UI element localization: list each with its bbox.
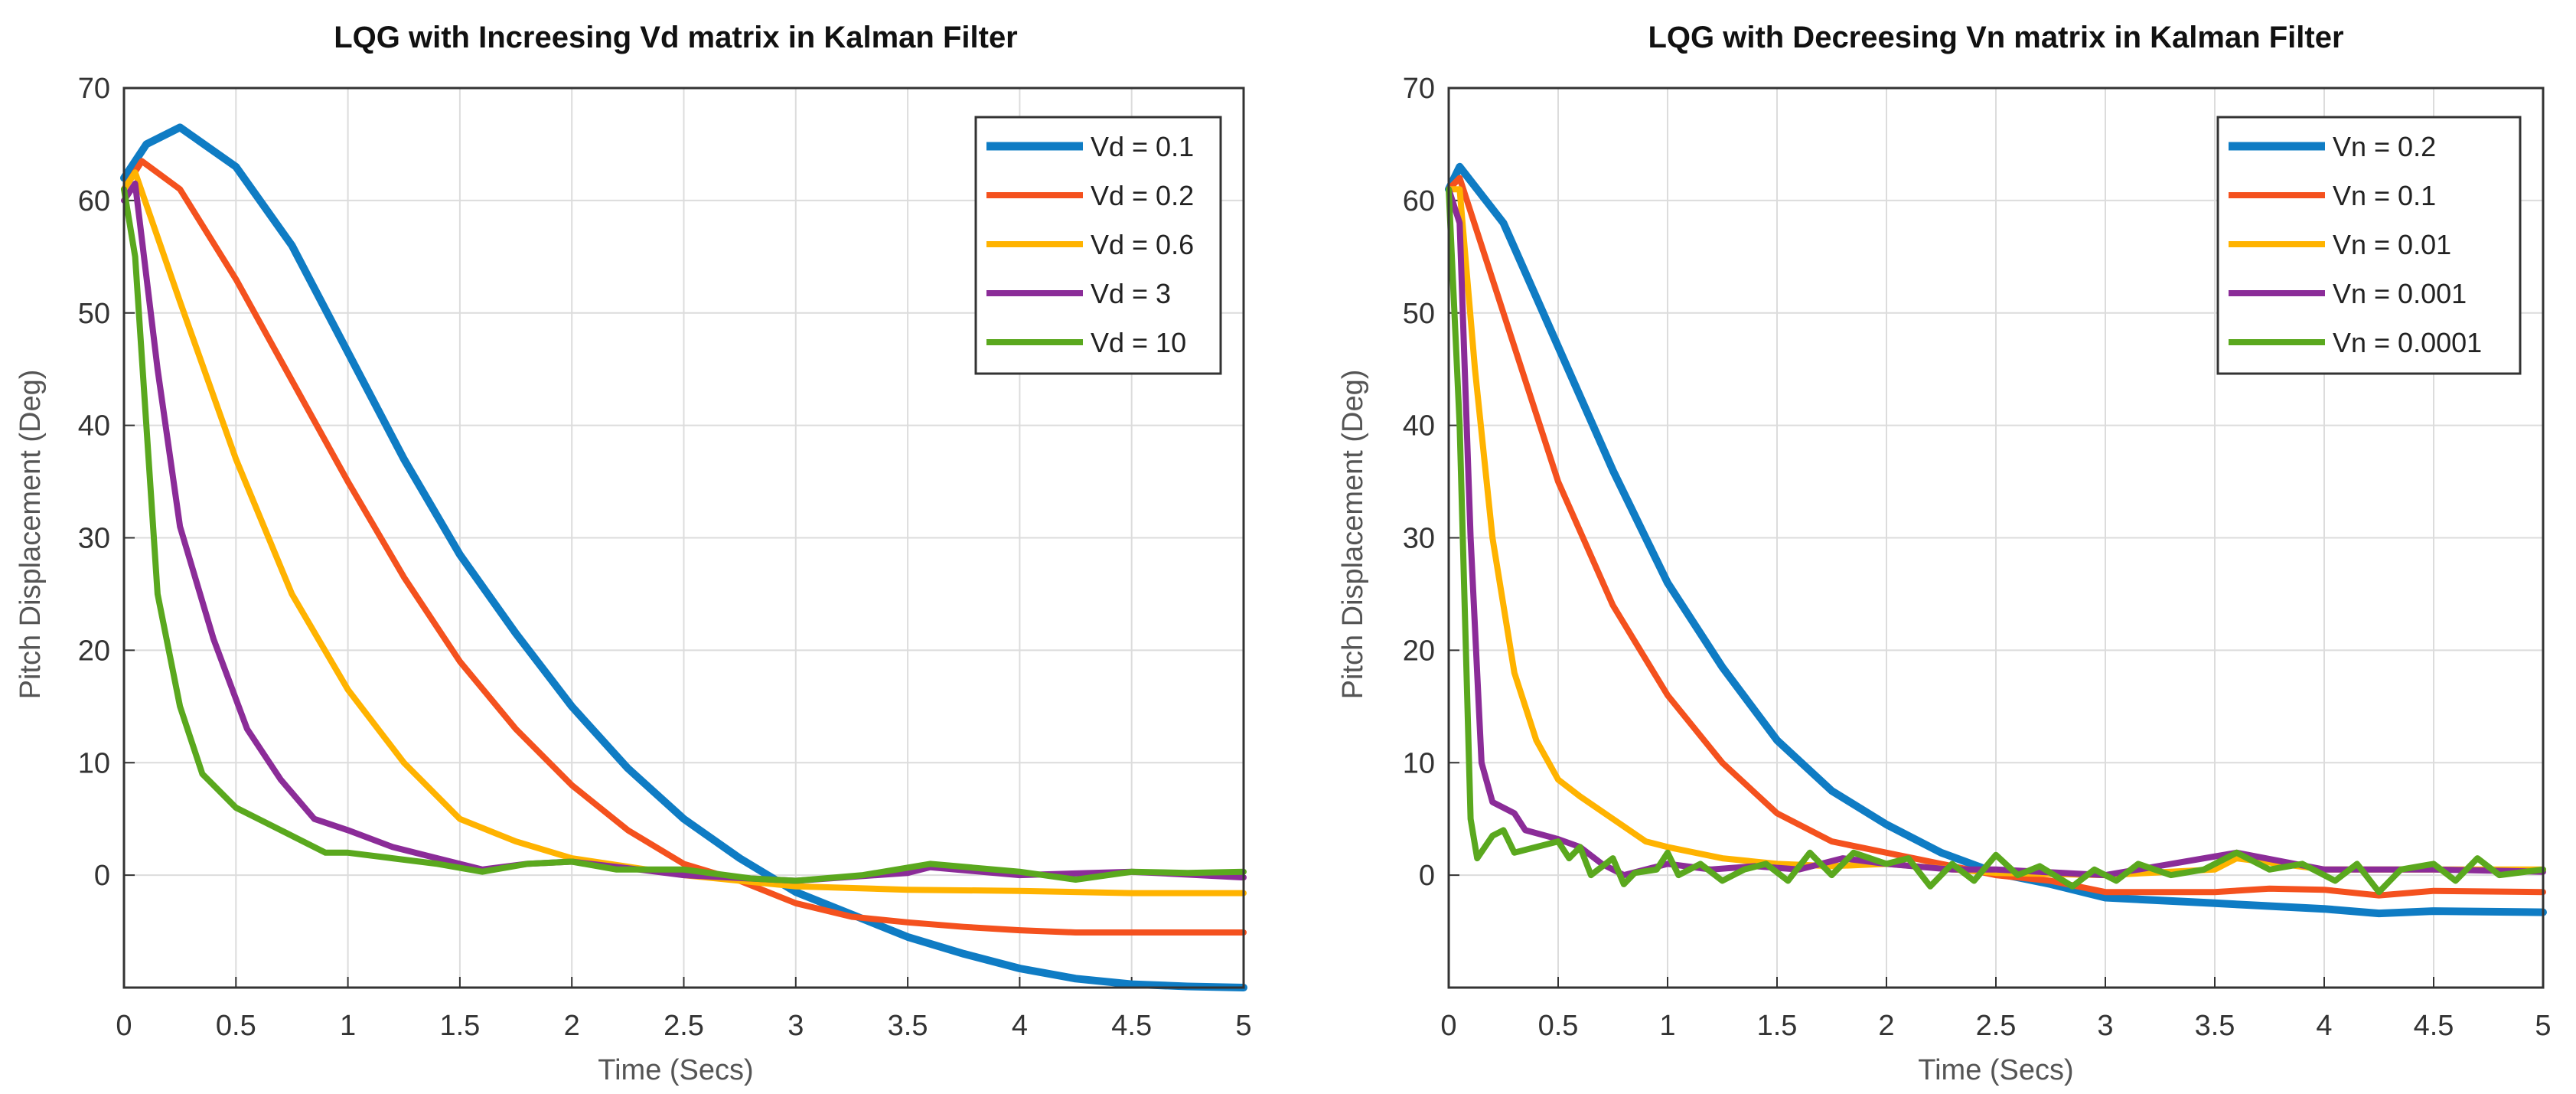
x-tick-label: 0.5 [216,1010,256,1042]
legend-label: Vn = 0.1 [2333,180,2436,211]
y-tick-label: 30 [1403,523,1435,555]
x-tick-label: 4 [2316,1010,2332,1042]
y-tick-label: 50 [1403,298,1435,330]
y-tick-label: 70 [1403,73,1435,105]
x-tick-label: 0 [1440,1010,1456,1042]
y-tick-label: 10 [1403,747,1435,779]
y-tick-label: 20 [78,635,110,667]
x-tick-label: 1 [1659,1010,1675,1042]
chart-title: LQG with Increesing Vd matrix in Kalman … [334,21,1018,54]
y-tick-label: 50 [78,298,110,330]
x-axis-label: Time (Secs) [1918,1054,2073,1086]
series-line-3 [121,169,1247,896]
series-line-2 [1446,175,2546,899]
series-line-1 [1445,162,2547,918]
chart-title: LQG with Decreesing Vn matrix in Kalman … [1648,21,2343,54]
series-line-1 [120,123,1247,991]
x-tick-label: 1.5 [439,1010,480,1042]
legend-label: Vd = 0.2 [1091,180,1194,211]
x-tick-label: 3.5 [888,1010,928,1042]
series-line-5 [1446,186,2546,896]
x-tick-label: 1.5 [1757,1010,1798,1042]
x-tick-label: 2.5 [1976,1010,2017,1042]
x-tick-label: 4 [1012,1010,1028,1042]
series-line-4 [121,180,1247,884]
legend: Vd = 0.1 Vd = 0.2 Vd = 0.6 Vd = 3 Vd = 10 [974,116,1222,375]
y-axis-label: Pitch Displacement (Deg) [15,370,47,700]
x-tick-label: 4.5 [2414,1010,2454,1042]
legend-label: Vn = 0.01 [2333,229,2451,260]
legend-label: Vn = 0.001 [2333,278,2467,309]
series-line-2 [121,158,1247,936]
x-tick-label: 2.5 [664,1010,704,1042]
legend-label: Vn = 0.2 [2333,131,2436,162]
x-tick-label: 4.5 [1111,1010,1152,1042]
y-tick-label: 20 [1403,635,1435,667]
legend-label: Vd = 10 [1091,327,1186,358]
axes-box [1447,87,2545,989]
x-axis-label: Time (Secs) [598,1054,753,1086]
legend-label: Vn = 0.0001 [2333,327,2482,358]
axes-box [122,87,1245,989]
x-tick-label: 1 [340,1010,356,1042]
legend: Vn = 0.2 Vn = 0.1 Vn = 0.01 Vn = 0.001 Vn = … [2216,116,2522,375]
y-tick-label: 0 [94,860,110,892]
x-tick-label: 2 [564,1010,580,1042]
y-tick-label: 60 [1403,185,1435,217]
y-tick-label: 10 [78,747,110,779]
legend-label: Vd = 0.1 [1091,131,1194,162]
x-tick-label: 5 [2535,1010,2551,1042]
legend-label: Vd = 3 [1091,278,1171,309]
series-line-5 [121,186,1247,884]
x-tick-label: 3.5 [2195,1010,2235,1042]
x-tick-label: 3 [2097,1010,2113,1042]
x-tick-label: 3 [787,1010,804,1042]
x-tick-label: 0 [116,1010,132,1042]
x-tick-label: 5 [1235,1010,1251,1042]
y-tick-label: 0 [1419,860,1435,892]
x-tick-label: 0.5 [1538,1010,1579,1042]
y-tick-label: 60 [78,185,110,217]
y-axis-label: Pitch Displacement (Deg) [1337,370,1369,700]
chart-vn: LQG with Decreesing Vn matrix in Kalman … [1337,21,2552,1086]
y-tick-label: 30 [78,523,110,555]
y-tick-label: 40 [1403,410,1435,442]
y-tick-label: 70 [78,73,110,105]
legend-label: Vd = 0.6 [1091,229,1194,260]
y-tick-label: 40 [78,410,110,442]
chart-vd: LQG with Increesing Vd matrix in Kalman … [15,21,1252,1086]
x-tick-label: 2 [1878,1010,1894,1042]
